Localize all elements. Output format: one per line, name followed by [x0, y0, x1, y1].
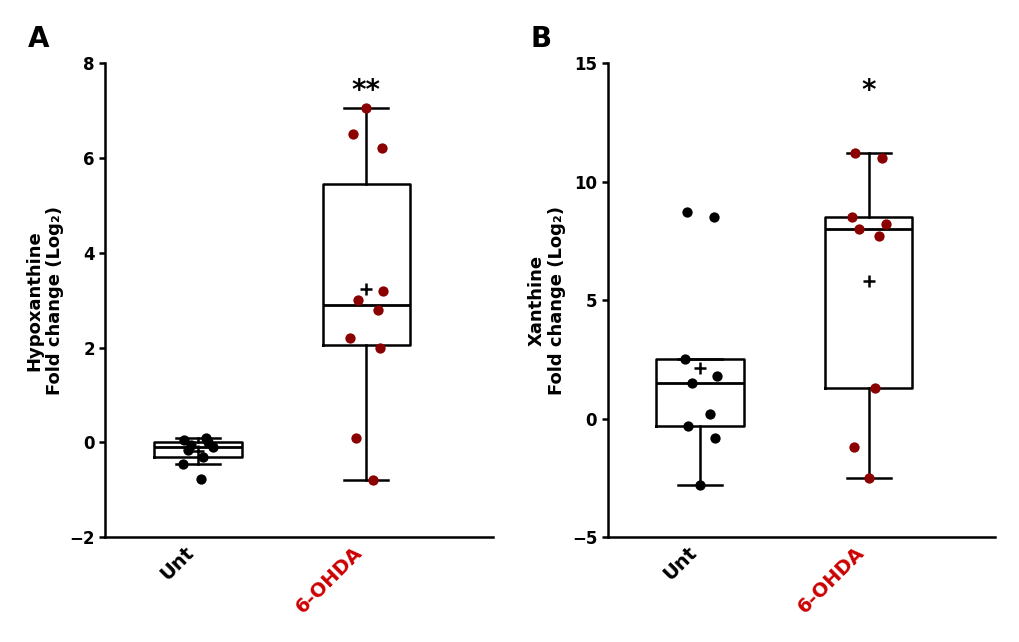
Y-axis label: Hypoxanthine
Fold change (Log₂): Hypoxanthine Fold change (Log₂) — [25, 205, 64, 395]
Point — [691, 480, 707, 490]
Point — [179, 444, 196, 455]
Point — [850, 224, 866, 234]
Text: B: B — [530, 26, 550, 53]
Point — [347, 433, 364, 443]
Point — [845, 442, 861, 453]
Point — [373, 143, 389, 153]
Point — [370, 304, 386, 315]
Point — [870, 231, 887, 241]
Point — [860, 473, 876, 483]
Point — [358, 103, 374, 113]
Point — [706, 433, 722, 443]
Y-axis label: Xanthine
Fold change (Log₂): Xanthine Fold change (Log₂) — [527, 205, 566, 395]
Point — [182, 440, 199, 450]
Point — [195, 451, 211, 462]
Point — [876, 219, 893, 229]
Point — [341, 333, 358, 343]
Point — [344, 129, 361, 139]
Text: **: ** — [352, 77, 380, 105]
Point — [200, 437, 216, 447]
Point — [701, 409, 717, 419]
Point — [843, 212, 859, 222]
Point — [708, 371, 725, 381]
Point — [866, 383, 882, 393]
Point — [371, 342, 387, 352]
Point — [176, 435, 193, 446]
Point — [683, 378, 699, 388]
Point — [873, 153, 890, 163]
Point — [677, 354, 693, 365]
Point — [205, 442, 221, 453]
Point — [375, 286, 391, 296]
Point — [350, 295, 366, 305]
Point — [680, 421, 696, 431]
Point — [193, 474, 209, 485]
Point — [174, 458, 191, 469]
Point — [678, 207, 694, 218]
Point — [705, 212, 721, 222]
Text: *: * — [861, 77, 875, 105]
Point — [846, 148, 862, 158]
Point — [198, 433, 214, 443]
Point — [365, 475, 381, 485]
Text: A: A — [28, 26, 49, 53]
